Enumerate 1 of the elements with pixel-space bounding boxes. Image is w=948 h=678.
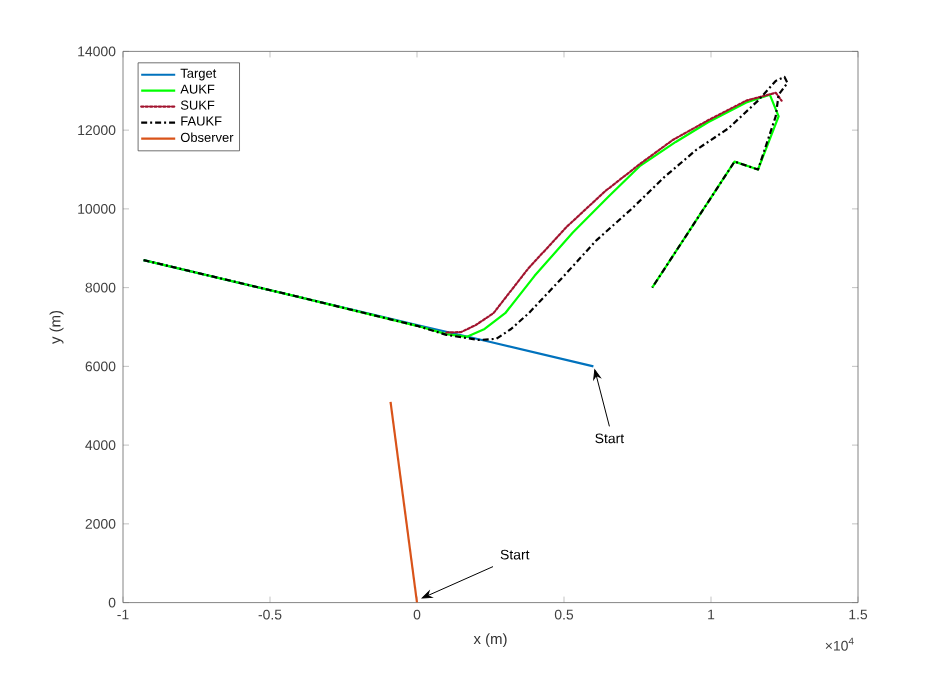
line-series xyxy=(445,91,783,334)
